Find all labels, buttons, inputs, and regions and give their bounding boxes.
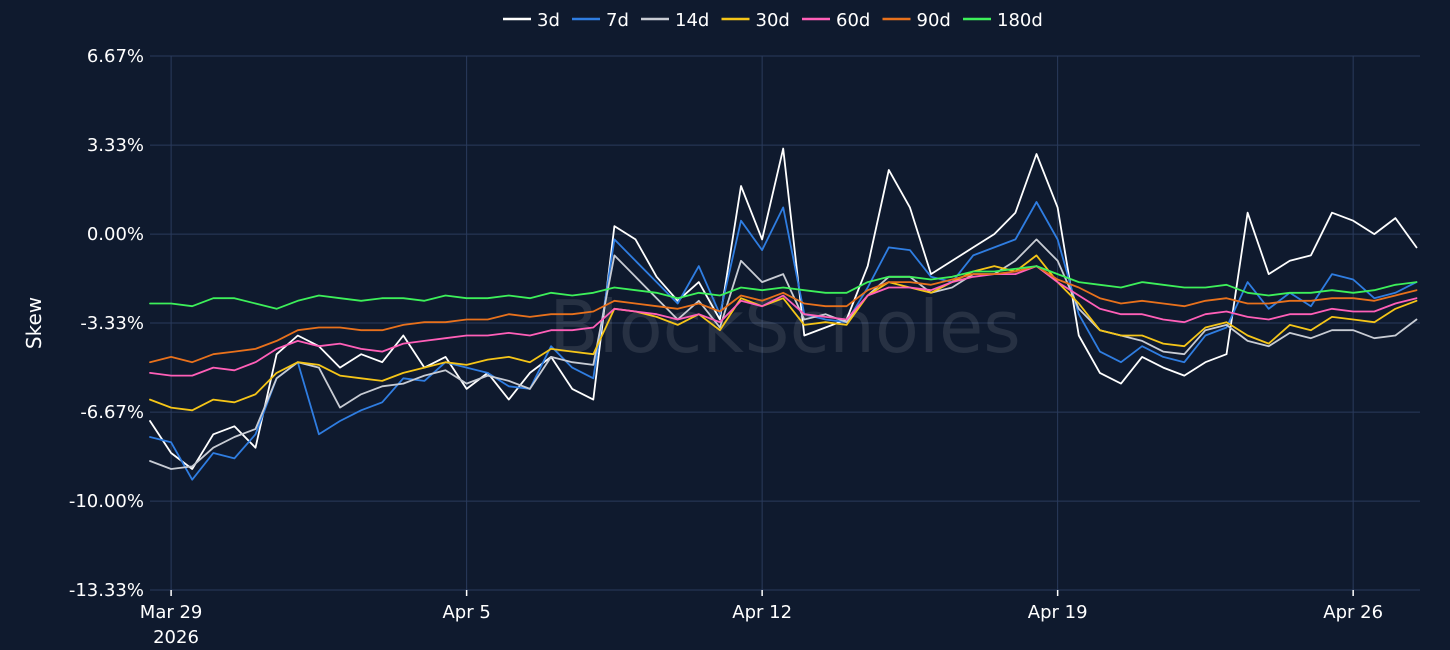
x-tick-label: Apr 26: [1323, 602, 1383, 623]
y-tick-label: -10.00%: [69, 491, 144, 512]
series-line-7d: [149, 201, 1418, 481]
grid: [150, 55, 1420, 591]
legend-label: 7d: [606, 10, 629, 31]
legend-label: 180d: [997, 10, 1043, 31]
x-axis-ticks: Mar 29 Apr 5 Apr 12 Apr 19 Apr 26: [140, 590, 1383, 623]
legend-item-180d[interactable]: 180d: [963, 10, 1043, 31]
x-axis-year-label: 2026: [153, 627, 199, 648]
legend-item-7d[interactable]: 7d: [572, 10, 629, 31]
y-tick-label: -13.33%: [69, 580, 144, 601]
x-tick-label: Mar 29: [140, 602, 203, 623]
y-tick-label: 0.00%: [87, 224, 144, 245]
y-axis-ticks: 6.67% 3.33% 0.00% -3.33% -6.67% -10.00% -13.33…: [69, 46, 144, 601]
legend-item-30d[interactable]: 30d: [721, 10, 790, 31]
legend-label: 30d: [756, 10, 790, 31]
legend-item-90d[interactable]: 90d: [882, 10, 951, 31]
y-tick-label: 6.67%: [87, 46, 144, 67]
y-tick-label: 3.33%: [87, 135, 144, 156]
legend-label: 3d: [537, 10, 560, 31]
legend-item-3d[interactable]: 3d: [503, 10, 560, 31]
x-tick-label: Apr 19: [1028, 602, 1088, 623]
legend-label: 60d: [836, 10, 870, 31]
legend-item-60d[interactable]: 60d: [802, 10, 870, 31]
legend-label: 14d: [675, 10, 709, 31]
series-line-90d: [149, 265, 1418, 364]
series-line-30d: [149, 254, 1418, 412]
y-tick-label: -6.67%: [80, 402, 144, 423]
series-line-180d: [149, 265, 1418, 310]
x-tick-label: Apr 5: [442, 602, 490, 623]
watermark-logo-text: BlockScholes: [549, 285, 1021, 369]
legend: 3d 7d 14d 30d 60d 90d 180d: [503, 10, 1043, 31]
x-tick-label: Apr 12: [732, 602, 792, 623]
series-line-3d: [149, 147, 1418, 470]
series-line-14d: [149, 238, 1418, 470]
series-line-60d: [149, 265, 1418, 377]
y-tick-label: -3.33%: [80, 313, 144, 334]
series-lines: [149, 147, 1418, 481]
legend-label: 90d: [917, 10, 951, 31]
legend-item-14d[interactable]: 14d: [641, 10, 709, 31]
y-axis-title: Skew: [22, 297, 46, 349]
